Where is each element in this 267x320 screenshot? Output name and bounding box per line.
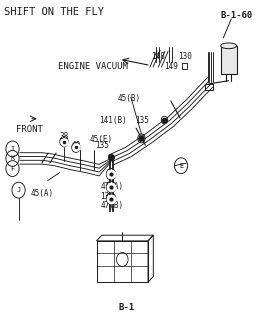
Text: 38: 38: [60, 132, 69, 141]
Text: ENGINE VACUUM: ENGINE VACUUM: [58, 62, 128, 71]
Text: 135: 135: [135, 116, 149, 125]
Text: 141(B): 141(B): [99, 116, 127, 125]
Bar: [221, 46, 237, 74]
Ellipse shape: [221, 43, 237, 49]
Text: 149: 149: [164, 62, 178, 71]
Text: 47(B): 47(B): [100, 202, 124, 211]
Text: 136: 136: [100, 192, 114, 201]
Text: FRONT: FRONT: [16, 125, 43, 134]
Text: E: E: [179, 163, 183, 169]
Text: I: I: [10, 146, 15, 152]
Text: K: K: [10, 156, 15, 161]
Bar: [182, 63, 187, 69]
Text: 45(E): 45(E): [90, 135, 113, 144]
Text: B-1: B-1: [119, 303, 135, 312]
Text: B-1-60: B-1-60: [221, 11, 253, 20]
Text: 130: 130: [178, 52, 192, 61]
Bar: [205, 84, 213, 90]
Text: 148: 148: [151, 52, 164, 61]
Text: J: J: [17, 187, 21, 193]
Text: 47(A): 47(A): [100, 182, 124, 191]
Bar: [96, 241, 148, 282]
Text: 40: 40: [71, 141, 81, 150]
Text: 45(A): 45(A): [30, 189, 54, 198]
Text: SHIFT ON THE FLY: SHIFT ON THE FLY: [4, 7, 104, 18]
Text: F: F: [10, 165, 15, 172]
Text: 45(B): 45(B): [118, 94, 141, 103]
Text: 135: 135: [95, 141, 109, 150]
